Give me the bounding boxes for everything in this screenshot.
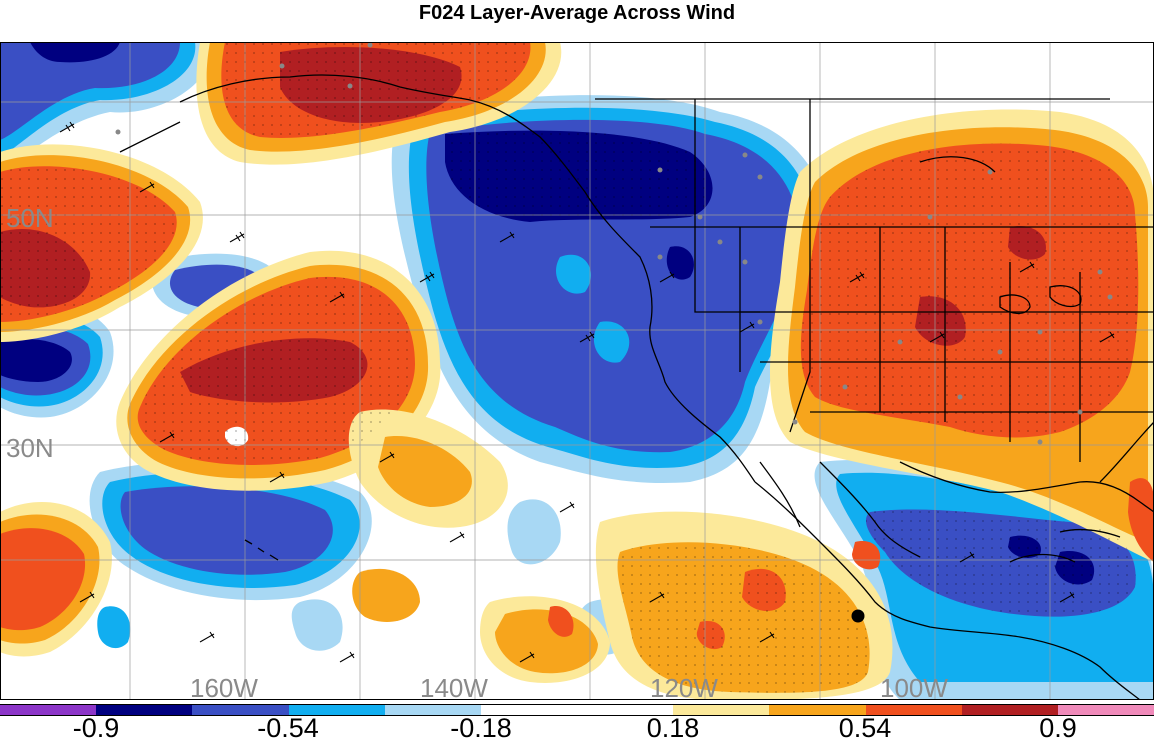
colorbar-swatch-7	[673, 705, 770, 715]
colorbar-label: 0.54	[838, 713, 892, 743]
colorbar-swatch-5	[480, 705, 578, 715]
colorbar-label: -0.9	[72, 713, 120, 743]
colorbar-swatch-2	[192, 705, 289, 715]
lon-label-160w: 160W	[190, 673, 258, 703]
colorbar-swatch-1	[96, 705, 193, 715]
colorbar-label: 0.9	[1039, 713, 1077, 743]
lon-label-140w: 140W	[420, 673, 488, 703]
colorbar-swatch-8	[769, 705, 866, 715]
gridlines	[0, 42, 1154, 700]
colorbar-swatch-3	[288, 705, 385, 715]
wind-barbs	[59, 121, 1115, 663]
lon-label-120w: 120W	[650, 673, 718, 703]
colorbar-swatch-10	[961, 705, 1058, 715]
colorbar-swatch-6	[577, 705, 674, 715]
colorbar-swatch-4	[384, 705, 481, 715]
stipple-overlay	[0, 42, 1139, 693]
colorbar-swatch-9	[865, 705, 962, 715]
lon-label-100w: 100W	[880, 673, 948, 703]
lat-label-50n: 50N	[6, 203, 54, 233]
lat-label-30n: 30N	[6, 433, 54, 463]
location-marker	[851, 609, 865, 623]
colorbar-swatch-11	[1057, 705, 1154, 715]
map-panel: 50N 30N 160W 140W 120W 100W	[0, 42, 1154, 703]
coastlines	[119, 74, 1154, 700]
colorbar	[0, 704, 1154, 716]
colorbar-label: -0.54	[257, 713, 319, 743]
colorbar-label: 0.18	[646, 713, 700, 743]
colorbar-swatch-0	[0, 705, 97, 715]
station-dots	[115, 42, 1113, 445]
colorbar-label: -0.18	[450, 713, 512, 743]
chart-title: F024 Layer-Average Across Wind	[418, 2, 736, 24]
map-svg	[0, 42, 1154, 700]
